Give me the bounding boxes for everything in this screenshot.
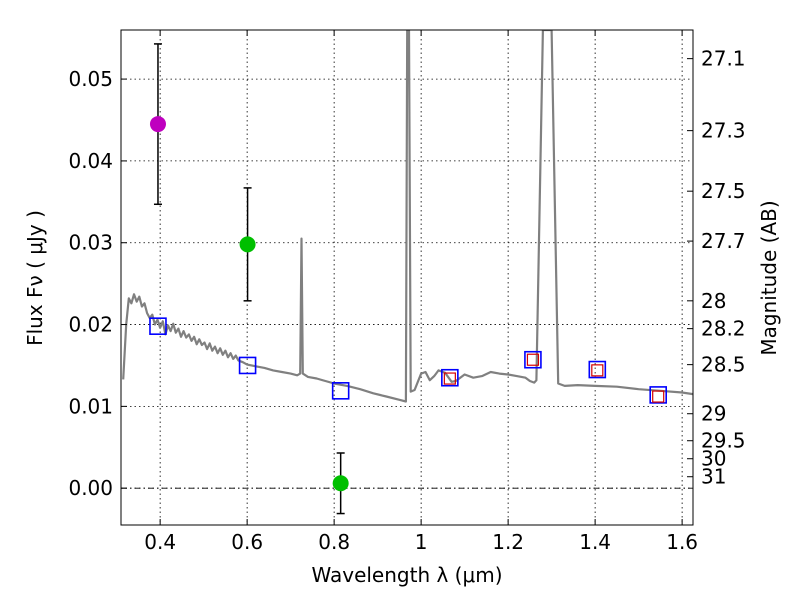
model-flux-square [238, 356, 257, 375]
error-bars [149, 43, 668, 515]
right-tick-label: 29 [701, 402, 726, 426]
x-tick-label: 1.2 [492, 530, 524, 554]
model-flux-square [649, 386, 668, 404]
photometry-point [239, 236, 256, 253]
y-tick-label: 0.04 [68, 149, 113, 173]
right-tick-label: 29.5 [701, 429, 746, 453]
right-tick-label: 28.2 [701, 317, 746, 341]
plot-frame [120, 29, 694, 526]
x-tick-label: 0.6 [231, 530, 263, 554]
model-flux-square [588, 360, 607, 379]
y-tick-label: 0.02 [68, 313, 113, 337]
right-tick-label: 30 [701, 447, 726, 471]
y-tick-label: 0.03 [68, 231, 113, 255]
right-axis-label: Magnitude (AB) [757, 200, 781, 355]
right-tick-label: 27.1 [701, 47, 746, 71]
model-flux-square [149, 317, 167, 335]
model-flux-square [331, 382, 350, 400]
y-tick-label: 0.05 [68, 67, 113, 91]
x-tick-label: 1.6 [666, 530, 698, 554]
plot-area [122, 30, 693, 403]
photometry-point [332, 475, 349, 492]
x-tick-label: 0.4 [144, 530, 176, 554]
model-spectrum-line [122, 30, 693, 403]
right-tick-label: 28.5 [701, 353, 746, 377]
x-axis-label: Wavelength λ (μm) [311, 563, 502, 587]
observed-flux-square [443, 372, 456, 385]
right-tick-label: 27.3 [701, 119, 746, 143]
observed-flux-square [591, 364, 604, 377]
y-axis-ticks: 0.00 0.01 0.02 0.03 0.04 0.05 [68, 67, 127, 500]
right-tick-label: 31 [701, 465, 726, 489]
x-tick-label: 1.4 [579, 530, 611, 554]
right-tick-label: 28 [701, 289, 726, 313]
observed-flux-square [526, 353, 540, 366]
right-tick-label: 27.5 [701, 179, 746, 203]
model-flux-square [524, 350, 542, 369]
x-tick-label: 1 [415, 530, 428, 554]
photometry-point [149, 116, 166, 133]
model-flux-square [441, 368, 459, 387]
y-tick-label: 0.01 [68, 394, 113, 418]
y-tick-label: 0.00 [68, 476, 113, 500]
y-axis-label: Flux Fν ( μJy ) [23, 210, 47, 346]
x-tick-label: 0.8 [318, 530, 350, 554]
x-axis-ticks: 0.4 0.6 0.8 1 1.2 1.4 1.6 [144, 30, 698, 554]
observed-flux-square [652, 390, 665, 403]
right-tick-label: 27.7 [701, 229, 746, 253]
